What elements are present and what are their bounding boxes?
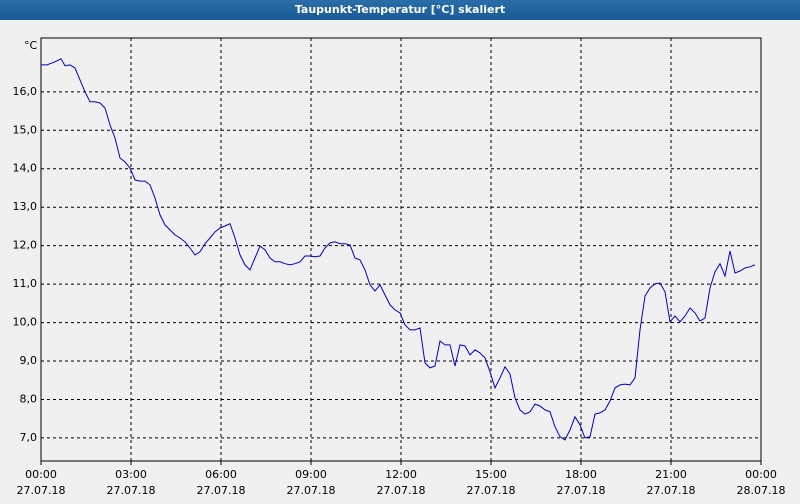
y-tick-label: 7,0 [20,431,38,444]
y-tick-label: 14,0 [13,162,38,175]
x-tick-date: 27.07.18 [467,484,516,497]
x-tick-date: 27.07.18 [557,484,606,497]
x-tick-date: 27.07.18 [377,484,426,497]
x-tick-date: 27.07.18 [287,484,336,497]
y-tick-label: 10,0 [13,316,38,329]
y-tick-label: 8,0 [20,392,38,405]
data-line [41,58,756,441]
x-tick-date: 27.07.18 [197,484,246,497]
y-tick-label: 9,0 [20,354,38,367]
x-tick-label: 12:00 [385,468,417,481]
x-tick-label: 09:00 [295,468,327,481]
x-tick-label: 15:00 [475,468,507,481]
x-tick-label: 00:00 [25,468,57,481]
x-tick-date: 28.07.18 [737,484,786,497]
x-tick-label: 03:00 [115,468,147,481]
y-axis-label: °C [24,39,38,52]
chart-title: Taupunkt-Temperatur [°C] skaliert [295,3,505,16]
y-tick-label: 11,0 [13,277,38,290]
x-tick-date: 27.07.18 [647,484,696,497]
x-tick-label: 00:00 [745,468,777,481]
y-tick-label: 13,0 [13,200,38,213]
y-tick-label: 16,0 [13,85,38,98]
x-tick-label: 06:00 [205,468,237,481]
x-tick-label: 21:00 [655,468,687,481]
x-tick-date: 27.07.18 [17,484,66,497]
x-tick-label: 18:00 [565,468,597,481]
y-tick-label: 15,0 [13,123,38,136]
title-bar [0,0,800,20]
x-tick-date: 27.07.18 [107,484,156,497]
y-tick-label: 12,0 [13,239,38,252]
